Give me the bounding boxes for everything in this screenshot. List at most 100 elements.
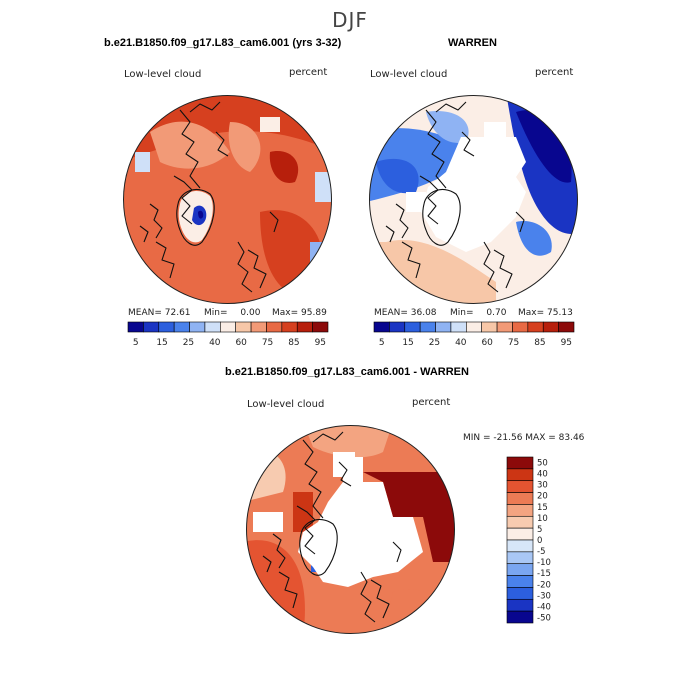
colorbar-swatch <box>404 321 421 333</box>
colorbar-swatch <box>506 515 534 529</box>
field-region <box>303 425 393 458</box>
colorbar-swatch <box>435 321 452 333</box>
coastlines <box>385 101 525 293</box>
colorbar-tick-label: 15 <box>537 503 548 513</box>
colorbar-tick-label: 85 <box>534 338 545 347</box>
colorbar-swatch <box>481 321 498 333</box>
masked-region <box>253 512 283 532</box>
coastline-4 <box>189 101 221 113</box>
map-boundary <box>246 425 455 634</box>
colorbar-swatch <box>506 456 534 470</box>
masked-region <box>406 192 426 212</box>
colorbar-swatch <box>189 321 206 333</box>
panel1-mean-value: 72.61 <box>164 308 191 318</box>
panel2-title: WARREN <box>448 37 497 49</box>
panel2-mean-label: MEAN= <box>374 308 408 318</box>
ice-region-darkest <box>198 210 204 219</box>
colorbar-swatch <box>373 321 390 333</box>
coastline-7 <box>392 541 402 563</box>
colorbar-swatch <box>173 321 190 333</box>
field-region <box>269 151 299 183</box>
map-field <box>246 425 455 634</box>
coastline-6 <box>247 249 267 289</box>
coastline-6 <box>370 579 390 619</box>
colorbar-tick-label: -40 <box>537 602 551 612</box>
coastline-0 <box>179 109 201 189</box>
colorbar-swatch <box>506 480 534 493</box>
coastline-4 <box>312 431 344 443</box>
field-region <box>516 221 552 256</box>
colorbar-swatch <box>204 321 221 333</box>
coastline-8 <box>155 241 175 279</box>
colorbar-swatch <box>250 321 267 333</box>
colorbar-swatch <box>506 504 534 517</box>
coastline-3 <box>272 533 286 569</box>
coastline-5 <box>483 241 499 293</box>
colorbar-tick-label: -50 <box>537 613 551 623</box>
colorbar-swatch <box>127 321 144 333</box>
colorbar-tick-label: -30 <box>537 591 551 601</box>
field-region <box>376 158 419 194</box>
coastline-9 <box>338 461 352 487</box>
colorbar-swatch <box>450 321 467 333</box>
coastline-2 <box>176 189 215 246</box>
colorbar-tick-label: 5 <box>379 338 385 347</box>
coastline-4 <box>435 101 467 113</box>
panel2-min-value: 0.70 <box>486 308 507 318</box>
colorbar-swatch <box>312 321 329 333</box>
colorbar-tick-label: -15 <box>537 569 551 579</box>
panel1-colorbar: 5 15 25 40 60 75 85 95 <box>127 321 329 347</box>
map-field <box>369 95 578 304</box>
panel1-min-value: 0.00 <box>240 308 261 318</box>
colorbar-swatch <box>506 468 534 482</box>
panel1-map <box>123 95 332 304</box>
colorbar-swatch <box>158 321 175 333</box>
colorbar-swatch <box>506 563 534 576</box>
field-region <box>135 152 150 172</box>
coastlines <box>139 101 279 293</box>
panel3-minmax: MIN = -21.56 MAX = 83.46 <box>463 433 585 443</box>
colorbar-swatch <box>506 527 534 541</box>
colorbar-tick-label: 85 <box>288 338 299 347</box>
colorbar-tick-label: 95 <box>315 338 326 347</box>
panel2-units-label: percent <box>535 67 574 78</box>
panel1-max-label: Max= <box>272 308 299 318</box>
colorbar-tick-label: 40 <box>455 338 467 347</box>
panel1-min-label: Min= <box>204 308 228 318</box>
colorbar-tick-label: 15 <box>156 338 167 347</box>
colorbar-tick-label: 40 <box>209 338 221 347</box>
coastline-3 <box>395 203 409 239</box>
panel3-units-label: percent <box>412 397 451 408</box>
panel1-title: b.e21.B1850.f09_g17.L83_cam6.001 (yrs 3-… <box>104 37 342 49</box>
colorbar-swatch <box>389 321 406 333</box>
coastline-1 <box>296 505 316 555</box>
colorbar-tick-label: 25 <box>183 338 194 347</box>
colorbar-swatch <box>506 551 534 565</box>
coastline-0 <box>425 109 447 189</box>
coastline-8 <box>401 241 421 279</box>
colorbar-tick-label: -20 <box>537 580 551 590</box>
colorbar-swatch <box>296 321 313 333</box>
field-region <box>260 117 280 132</box>
colorbar-swatch <box>466 321 482 333</box>
map-field <box>123 95 332 304</box>
page-title: DJF <box>332 8 368 32</box>
coastline-9 <box>461 131 475 157</box>
masked-region <box>484 122 506 147</box>
colorbar-swatch <box>506 610 534 624</box>
panel2-max-label: Max= <box>518 308 545 318</box>
panel2-map <box>369 95 578 304</box>
colorbar-tick-label: 5 <box>133 338 139 347</box>
coastline-7 <box>515 211 525 233</box>
field-region <box>228 122 261 172</box>
coastline-8 <box>278 571 298 609</box>
colorbar-swatch <box>266 321 283 333</box>
colorbar-tick-label: 5 <box>537 525 542 535</box>
coastline-7 <box>269 211 279 233</box>
panel1-variable-label: Low-level cloud <box>124 69 202 80</box>
panel1-mean-label: MEAN= <box>128 308 162 318</box>
masked-region <box>298 457 423 587</box>
colorbar-swatch <box>220 321 236 333</box>
panel1-max-value: 95.89 <box>301 308 327 318</box>
